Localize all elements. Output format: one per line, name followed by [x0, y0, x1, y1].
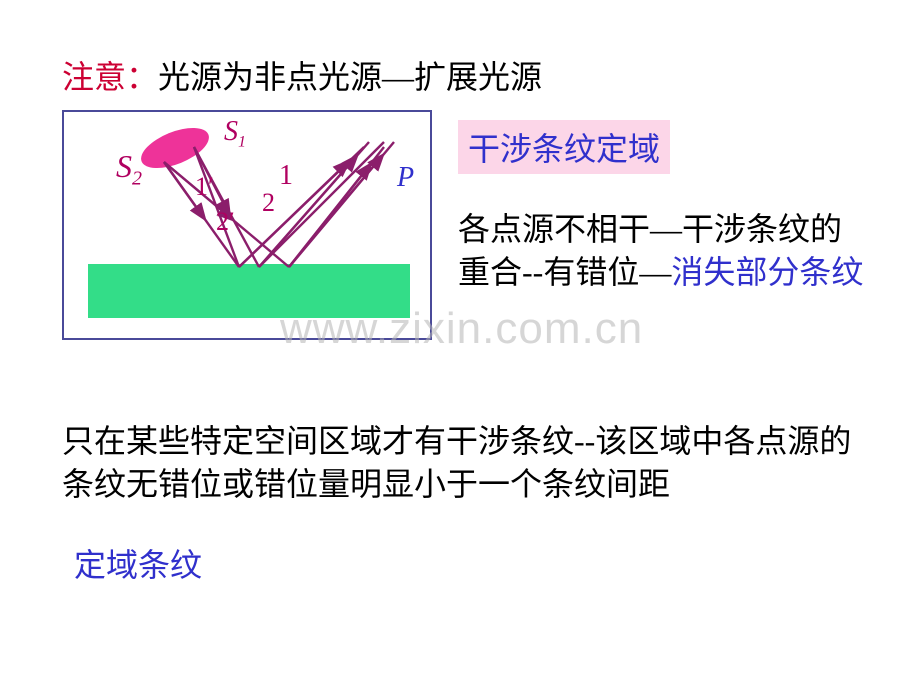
incoherent-sources-text: 各点源不相干—干涉条纹的重合--有错位—消失部分条纹 — [458, 208, 868, 294]
ray-diagram-svg — [64, 112, 430, 338]
label-point-p: P — [397, 162, 414, 194]
label-s1: S1 — [224, 116, 246, 152]
label-ray-2: 2 — [262, 188, 275, 218]
localized-fringes-label: 定域条纹 — [74, 540, 202, 586]
label-ray-1-prime: 1′ — [195, 172, 214, 202]
label-s2: S2 — [116, 148, 142, 190]
localization-heading: 干涉条纹定域 — [458, 120, 670, 174]
localization-description: 只在某些特定空间区域才有干涉条纹--该区域中各点源的条纹无错位或错位量明显小于一… — [62, 420, 862, 506]
optics-diagram: S1 S2 1 1′ 2 2′ P — [62, 110, 432, 340]
label-ray-2-prime: 2′ — [216, 207, 235, 237]
title: 注意：光源为非点光源—扩展光源 — [62, 52, 542, 98]
label-ray-1: 1 — [279, 160, 293, 192]
right-text-blue: 消失部分条纹 — [671, 254, 863, 290]
title-attention: 注意： — [62, 59, 158, 95]
title-main: 光源为非点光源—扩展光源 — [158, 59, 542, 95]
